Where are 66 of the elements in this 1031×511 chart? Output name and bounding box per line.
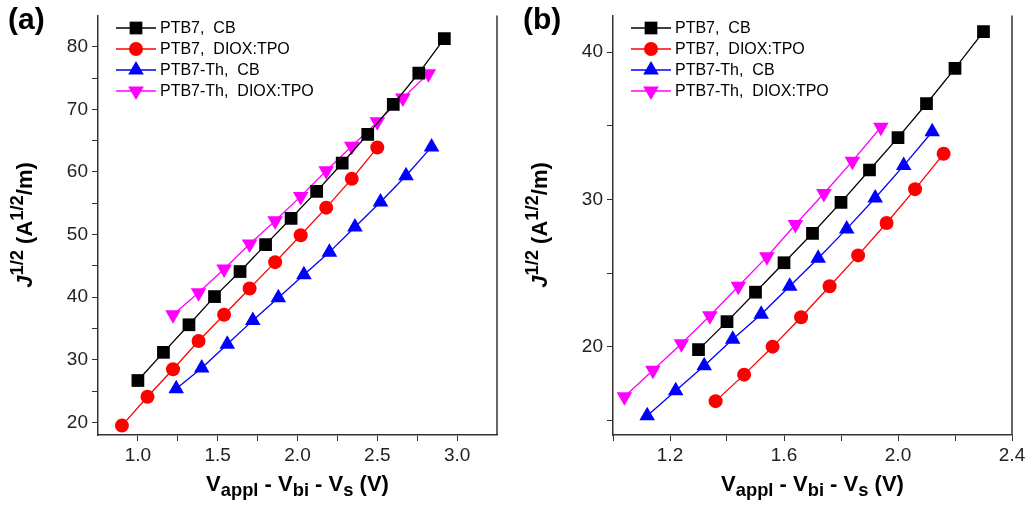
x-axis-title: V$_{appl}$ - V$_{bi}$ - V$_{s}$ (V): [206, 471, 389, 502]
point: [242, 281, 257, 296]
legend-label: PTB7, DIOX:TPO: [160, 39, 290, 60]
point: [219, 335, 236, 349]
point: [217, 307, 232, 322]
y-tick-label: 20: [66, 410, 88, 432]
y-tick-label: 20: [581, 334, 603, 356]
y-tick-label: 30: [581, 187, 603, 209]
point: [166, 362, 181, 377]
point: [372, 193, 389, 207]
legend-label: PTB7, DIOX:TPO: [675, 39, 805, 60]
point: [114, 418, 129, 433]
point: [270, 288, 287, 303]
point: [361, 128, 375, 141]
x-tick-label: 1.6: [770, 443, 798, 465]
point: [335, 156, 349, 170]
legend-label: PTB7-Th, DIOX:TPO: [160, 81, 314, 102]
point: [344, 171, 359, 186]
y-tick-label: 70: [66, 97, 88, 119]
legend-label: PTB7-Th, DIOX:TPO: [675, 81, 829, 102]
y-tick-label: 40: [581, 40, 603, 62]
point: [386, 97, 400, 111]
point: [284, 211, 298, 225]
point: [245, 311, 261, 325]
x-tick-label: 3.0: [443, 443, 471, 465]
y-tick-label: 30: [66, 348, 88, 370]
point: [193, 358, 210, 373]
point: [321, 243, 338, 257]
y-tick-label: 60: [66, 160, 88, 182]
point: [437, 32, 451, 45]
point: [412, 66, 426, 80]
point: [398, 166, 414, 181]
legend-label: PTB7, CB: [160, 18, 236, 39]
legend-label: PTB7-Th, CB: [160, 60, 260, 81]
point: [182, 318, 196, 332]
legend-label: PTB7, CB: [675, 18, 751, 39]
point: [208, 290, 221, 303]
x-tick-label: 1.2: [656, 443, 684, 465]
chart-title: (a): [8, 2, 45, 36]
point: [347, 218, 363, 232]
point: [268, 255, 283, 270]
point: [131, 374, 145, 387]
x-tick-label: 2.0: [884, 443, 912, 465]
point: [293, 228, 308, 243]
legend-label: PTB7-Th, CB: [675, 60, 775, 81]
point: [259, 238, 272, 251]
x-tick-label: 2.4: [998, 443, 1026, 465]
point: [370, 140, 385, 155]
point: [310, 185, 324, 198]
point: [168, 379, 184, 394]
point: [423, 137, 440, 152]
point: [296, 265, 312, 280]
point: [191, 334, 206, 349]
point: [233, 265, 247, 278]
x-tick-label: 1.0: [124, 443, 152, 465]
point: [157, 345, 170, 359]
x-tick-label: 2.0: [284, 443, 311, 465]
x-tick-label: 2.5: [364, 443, 391, 465]
y-tick-label: 80: [66, 34, 88, 56]
y-tick-label: 40: [66, 285, 88, 307]
x-axis-title: V$_{appl}$ - V$_{bi}$ - V$_{s}$ (V): [721, 471, 904, 502]
y-tick-label: 50: [66, 222, 88, 244]
point: [319, 200, 334, 215]
x-tick-label: 1.5: [204, 443, 231, 465]
point: [140, 389, 155, 404]
chart-title: (b): [523, 2, 562, 36]
